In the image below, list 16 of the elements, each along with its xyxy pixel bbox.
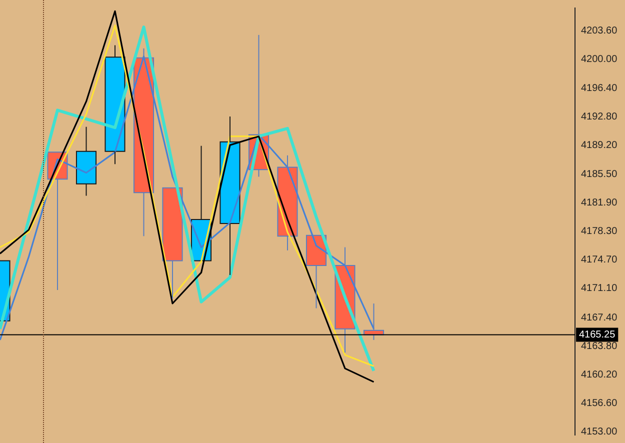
y-tick-label: 4185.50 (581, 169, 618, 180)
y-tick-label: 4171.10 (581, 283, 618, 294)
y-tick-label: 4196.40 (581, 82, 618, 94)
y-tick-label: 4167.40 (581, 312, 618, 324)
y-tick-label: 4160.20 (581, 370, 618, 381)
y-tick-label: 4203.60 (581, 26, 618, 37)
y-tick-label: 4189.20 (581, 140, 618, 151)
y-tick-label: 4153.00 (581, 426, 618, 438)
y-tick-label: 4181.90 (581, 198, 618, 209)
y-tick-label: 4174.70 (581, 254, 618, 266)
y-tick-label: 4156.60 (581, 398, 618, 410)
y-tick-label: 4178.30 (581, 226, 618, 238)
ref-line-label: 4165.25 (579, 330, 616, 341)
y-tick-label: 4200.00 (581, 54, 618, 66)
y-tick-label: 4192.80 (581, 111, 618, 122)
y-tick-label: 4163.80 (581, 341, 618, 352)
